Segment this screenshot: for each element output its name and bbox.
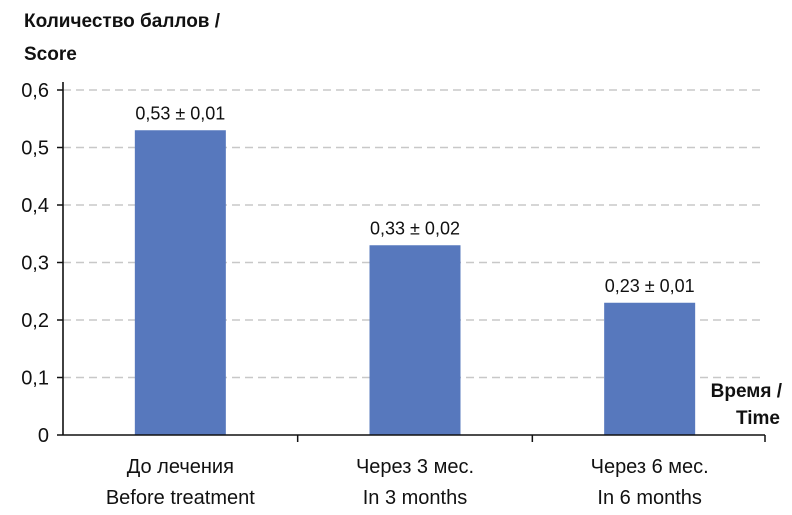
data-label: 0,53 ± 0,01 xyxy=(135,103,225,123)
category-label: In 6 months xyxy=(597,487,702,509)
bar xyxy=(604,302,696,435)
category-label: До лечения xyxy=(127,456,234,478)
category-label: Через 3 мес. xyxy=(356,456,474,478)
y-tick-label: 0,6 xyxy=(21,80,49,102)
data-label: 0,33 ± 0,02 xyxy=(370,218,460,238)
x-axis-title-line1: Время / xyxy=(711,381,783,402)
y-tick-label: 0,5 xyxy=(21,138,49,160)
y-tick-label: 0,4 xyxy=(21,195,49,217)
x-axis-title-line2: Time xyxy=(736,408,780,429)
data-labels: 0,53 ± 0,01 0,33 ± 0,02 0,23 ± 0,01 xyxy=(135,103,694,296)
category-label: In 3 months xyxy=(363,487,468,509)
bars xyxy=(134,130,696,435)
category-labels: До лечения Before treatment Через 3 мес. In… xyxy=(106,435,766,509)
bar xyxy=(369,245,461,435)
bar xyxy=(134,130,226,435)
category-label: Before treatment xyxy=(106,487,255,509)
y-tick-label: 0,1 xyxy=(21,368,49,390)
y-tick-label: 0,3 xyxy=(21,253,49,275)
y-axis-ticks: 0 0,1 0,2 0,3 0,4 0,5 0,6 xyxy=(21,80,63,447)
y-tick-label: 0 xyxy=(38,425,49,447)
y-tick-label: 0,2 xyxy=(21,310,49,332)
y-axis-title-line1: Количество баллов / xyxy=(24,11,221,32)
category-label: Через 6 мес. xyxy=(591,456,709,478)
data-label: 0,23 ± 0,01 xyxy=(605,276,695,296)
y-axis-title-line2: Score xyxy=(24,44,77,65)
